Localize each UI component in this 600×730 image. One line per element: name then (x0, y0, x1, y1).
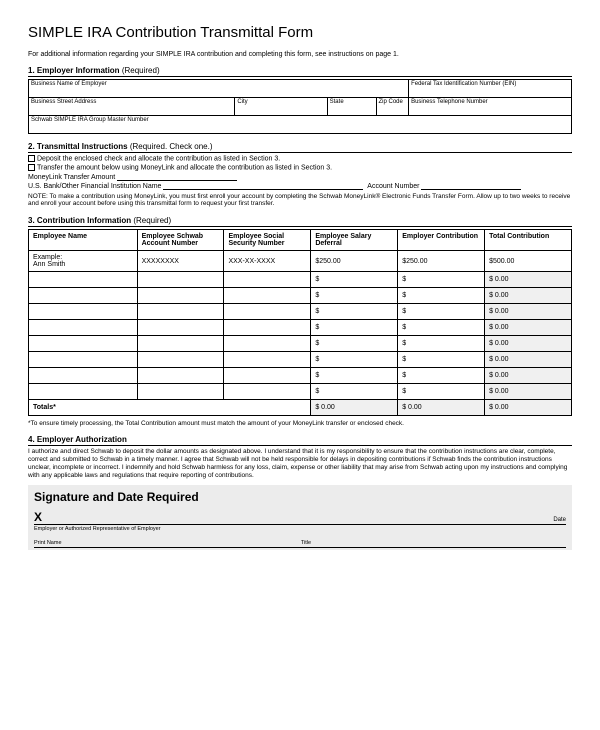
signature-sublabel: Employer or Authorized Representative of… (34, 526, 566, 532)
option-moneylink: Transfer the amount below using MoneyLin… (28, 164, 572, 171)
option-deposit-check: Deposit the enclosed check and allocate … (28, 155, 572, 162)
title-label: Title (301, 540, 311, 546)
date-label: Date (553, 517, 566, 524)
col-ssn: Employee Social Security Number (224, 230, 311, 251)
print-name-line[interactable]: Print Name Title (34, 540, 566, 548)
checkbox-deposit[interactable] (28, 155, 35, 162)
col-employee-name: Employee Name (29, 230, 138, 251)
signature-line[interactable]: X Date (34, 510, 566, 525)
signature-box: Signature and Date Required X Date Emplo… (28, 485, 572, 550)
employer-info-table: Business Name of Employer Federal Tax Id… (28, 79, 572, 134)
contribution-table: Employee Name Employee Schwab Account Nu… (28, 229, 572, 416)
example-row: Example:Ann Smith XXXXXXXX XXX-XX-XXXX $… (29, 251, 572, 272)
field-bank-name[interactable] (163, 189, 363, 190)
moneylink-note: NOTE: To make a contribution using Money… (28, 193, 572, 209)
page-title: SIMPLE IRA Contribution Transmittal Form (28, 24, 572, 41)
subtitle: For additional information regarding you… (28, 51, 572, 58)
section-1-head: 1. Employer Information (Required) (28, 66, 572, 77)
field-state[interactable]: State (327, 98, 376, 116)
print-name-label: Print Name (34, 540, 62, 546)
col-deferral: Employee Salary Deferral (311, 230, 398, 251)
table-row[interactable]: $$$ 0.00 (29, 272, 572, 288)
table-row[interactable]: $$$ 0.00 (29, 384, 572, 400)
table-row[interactable]: $$$ 0.00 (29, 368, 572, 384)
section-3-head: 3. Contribution Information (Required) (28, 216, 572, 227)
signature-heading: Signature and Date Required (34, 490, 566, 504)
table-row[interactable]: $$$ 0.00 (29, 352, 572, 368)
col-account: Employee Schwab Account Number (137, 230, 224, 251)
col-total: Total Contribution (485, 230, 572, 251)
table-row[interactable]: $$$ 0.00 (29, 336, 572, 352)
totals-footnote: *To ensure timely processing, the Total … (28, 420, 572, 427)
field-business-name[interactable]: Business Name of Employer (29, 80, 409, 98)
totals-row: Totals* $ 0.00 $ 0.00 $ 0.00 (29, 400, 572, 416)
field-phone[interactable]: Business Telephone Number (409, 98, 572, 116)
table-row[interactable]: $$$ 0.00 (29, 304, 572, 320)
field-zip[interactable]: Zip Code (376, 98, 409, 116)
field-city[interactable]: City (235, 98, 327, 116)
section-4-head: 4. Employer Authorization (28, 435, 572, 446)
field-ein[interactable]: Federal Tax Identification Number (EIN) (409, 80, 572, 98)
section-2-head: 2. Transmittal Instructions (Required. C… (28, 142, 572, 153)
field-ml-amount[interactable] (117, 180, 237, 181)
bank-line: U.S. Bank/Other Financial Institution Na… (28, 183, 572, 190)
checkbox-moneylink[interactable] (28, 164, 35, 171)
authorization-text: I authorize and direct Schwab to deposit… (28, 448, 572, 479)
field-master-number[interactable]: Schwab SIMPLE IRA Group Master Number (29, 116, 572, 134)
moneylink-amount-line: MoneyLink Transfer Amount (28, 174, 572, 181)
field-street[interactable]: Business Street Address (29, 98, 235, 116)
table-row[interactable]: $$$ 0.00 (29, 320, 572, 336)
field-account-number[interactable] (421, 189, 521, 190)
table-row[interactable]: $$$ 0.00 (29, 288, 572, 304)
col-employer: Employer Contribution (398, 230, 485, 251)
